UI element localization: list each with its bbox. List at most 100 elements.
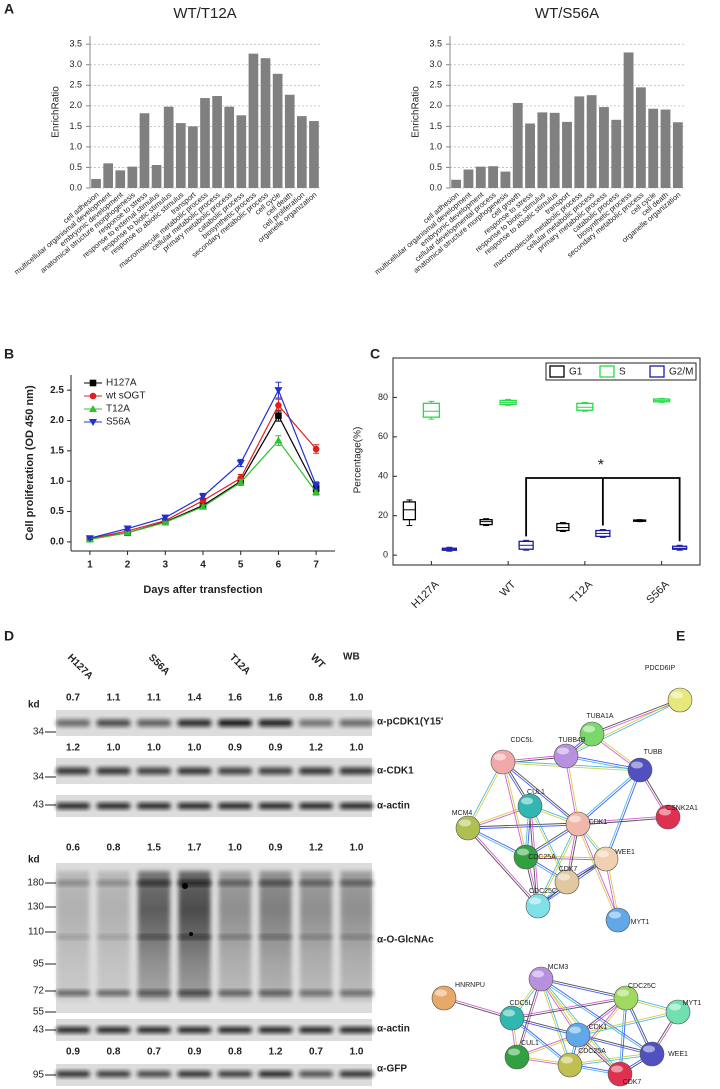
- lane-label: H127A: [65, 652, 95, 682]
- bar: [549, 112, 560, 188]
- blot-band: [177, 803, 212, 809]
- network-node: [554, 869, 580, 895]
- antibody-label: α-O-GlcNAc: [377, 935, 434, 946]
- data-point: [312, 482, 321, 490]
- node-label: CUL1: [527, 789, 545, 796]
- panel-label: B: [4, 346, 14, 362]
- network-edge: [578, 817, 669, 826]
- y-tick-label: 3.5: [429, 39, 442, 49]
- quantification: 1.2: [309, 743, 323, 754]
- network-edge: [620, 998, 628, 1075]
- y-tick-label: 0.0: [429, 182, 442, 192]
- node-label: TUBA1A: [586, 713, 614, 720]
- node-highlight: [569, 1026, 581, 1034]
- node-highlight: [569, 815, 581, 823]
- data-point: [236, 478, 245, 486]
- quantification: 1.0: [107, 743, 121, 754]
- size-marker: 34: [33, 772, 45, 783]
- blot-band: [339, 719, 374, 727]
- x-tick-label: 1: [87, 560, 93, 571]
- quantification: 0.8: [107, 843, 121, 854]
- blot-band: [339, 990, 374, 996]
- significance-bracket: [525, 477, 681, 542]
- node-label: MYT1: [683, 1000, 702, 1007]
- y-tick-label: 1.5: [69, 121, 82, 131]
- bar: [500, 171, 511, 188]
- blot-band: [137, 803, 171, 809]
- node-label: PDCD6IP: [645, 665, 676, 672]
- size-marker: 34: [33, 727, 45, 738]
- blot-band: [218, 803, 252, 809]
- data-point: [275, 412, 282, 419]
- blot-band: [258, 935, 293, 939]
- size-marker: 95: [33, 1070, 45, 1081]
- x-tick-label: 6: [276, 560, 282, 571]
- network-edge: [606, 770, 642, 860]
- node-label: TUBB: [644, 749, 663, 756]
- bar: [660, 109, 671, 188]
- blot-strip: [56, 1019, 372, 1041]
- blot-band: [96, 767, 131, 775]
- size-marker: 43: [33, 1025, 45, 1036]
- network-edge: [541, 978, 572, 1065]
- node-label: CSNK2A1: [666, 805, 698, 812]
- blot-band: [177, 1071, 212, 1077]
- y-tick-label: 3.5: [69, 39, 82, 49]
- node-label: CDC25A: [528, 854, 556, 861]
- blot-band: [177, 990, 212, 996]
- quantification: 1.0: [188, 743, 202, 754]
- network-edge: [538, 824, 580, 907]
- network-edge: [503, 760, 579, 824]
- blot-band: [258, 767, 293, 775]
- network-node: [490, 749, 516, 775]
- bar: [463, 169, 474, 188]
- network-node: [455, 815, 481, 841]
- bar: [224, 106, 235, 188]
- network-node: [605, 907, 631, 933]
- lane-label: WT: [308, 652, 327, 671]
- series-line: [89, 439, 317, 541]
- legend-marker: [89, 419, 97, 426]
- network-node: [431, 985, 457, 1011]
- network-node: [499, 1005, 525, 1031]
- y-tick-label: 80: [378, 392, 388, 402]
- node-label: CDC5L: [510, 1000, 533, 1007]
- y-tick-label: 1.5: [50, 446, 64, 457]
- size-marker: 55: [33, 1007, 45, 1018]
- quantification: 1.2: [269, 1047, 283, 1058]
- bar: [537, 112, 548, 188]
- data-point: [199, 502, 207, 510]
- y-tick-label: 0.5: [69, 162, 82, 172]
- node-highlight: [557, 747, 569, 755]
- y-tick-label: 2.0: [50, 415, 64, 426]
- size-marker: 130: [27, 902, 44, 913]
- series-line: [89, 414, 317, 540]
- network-edge: [569, 1052, 652, 1065]
- x-tick-label: S56A: [644, 578, 672, 606]
- blot-band: [96, 880, 131, 886]
- blot-band: [339, 1027, 374, 1033]
- data-point: [85, 535, 94, 543]
- legend-label: wt sOGT: [105, 391, 145, 402]
- bar: [512, 102, 523, 188]
- y-tick-label: 3.0: [69, 59, 82, 69]
- y-tick-label: 2.0: [69, 100, 82, 110]
- legend-label: T12A: [106, 404, 130, 415]
- network-edge: [565, 698, 680, 756]
- blot-band: [137, 719, 171, 727]
- y-axis-label: EnrichRatio: [51, 86, 62, 138]
- quantification: 1.0: [147, 743, 161, 754]
- blot-spot: [182, 883, 188, 889]
- network-edge: [570, 998, 628, 1066]
- bar: [91, 178, 101, 188]
- y-tick-label: 0.5: [429, 162, 442, 172]
- blot-band: [96, 935, 131, 939]
- network-edge: [511, 1018, 570, 1067]
- panel-label: E: [676, 628, 685, 644]
- panel-label: C: [370, 346, 380, 362]
- significance-mark: *: [598, 457, 604, 474]
- box: [402, 501, 417, 521]
- blot-band: [177, 1027, 212, 1033]
- node-highlight: [561, 1056, 573, 1064]
